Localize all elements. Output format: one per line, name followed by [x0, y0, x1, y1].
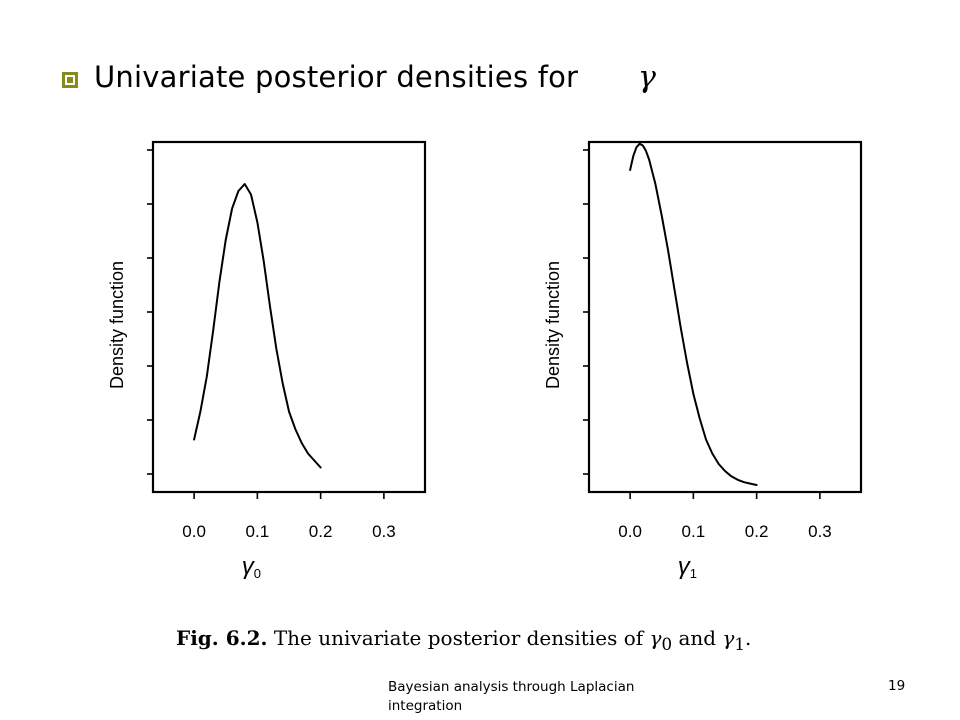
x-axis-label: γ1 — [678, 553, 697, 581]
caption-subscript-1: 1 — [734, 635, 745, 654]
caption-end: . — [744, 626, 752, 650]
x-tick-label: 0.3 — [808, 522, 832, 541]
plot-frame — [151, 140, 427, 494]
page-number: 19 — [888, 678, 906, 694]
x-axis-label: γ0 — [242, 553, 261, 581]
x-tick-label: 0.3 — [372, 522, 396, 541]
y-axis-label: Density function — [107, 261, 127, 389]
caption-text: The univariate posterior densities of — [273, 626, 644, 650]
slide-header: Univariate posterior densities for γ — [62, 58, 762, 98]
caption-symbol-gamma1: γ — [722, 626, 735, 650]
caption-prefix: Fig. 6.2. — [176, 626, 268, 650]
y-axis-label: Density function — [543, 261, 563, 389]
title-gamma-symbol: γ — [638, 60, 656, 95]
figure-caption: Fig. 6.2. The univariate posterior densi… — [176, 626, 751, 654]
plot-frame — [587, 140, 863, 494]
x-tick-label: 0.1 — [246, 522, 270, 541]
footer-text: Bayesian analysis through Laplacian inte… — [388, 679, 635, 714]
caption-and: and — [678, 626, 717, 650]
caption-symbol-gamma0: γ — [649, 626, 662, 650]
density-curve — [193, 183, 322, 469]
caption-subscript-0: 0 — [661, 635, 673, 654]
x-tick-label: 0.2 — [309, 522, 333, 541]
x-tick-label: 0.0 — [182, 522, 206, 541]
slide-title: Univariate posterior densities for — [94, 60, 579, 94]
x-tick-label: 0.2 — [745, 522, 769, 541]
density-curve — [629, 142, 758, 486]
x-tick-label: 0.1 — [682, 522, 706, 541]
x-tick-label: 0.0 — [618, 522, 642, 541]
bullet-icon — [62, 72, 78, 88]
